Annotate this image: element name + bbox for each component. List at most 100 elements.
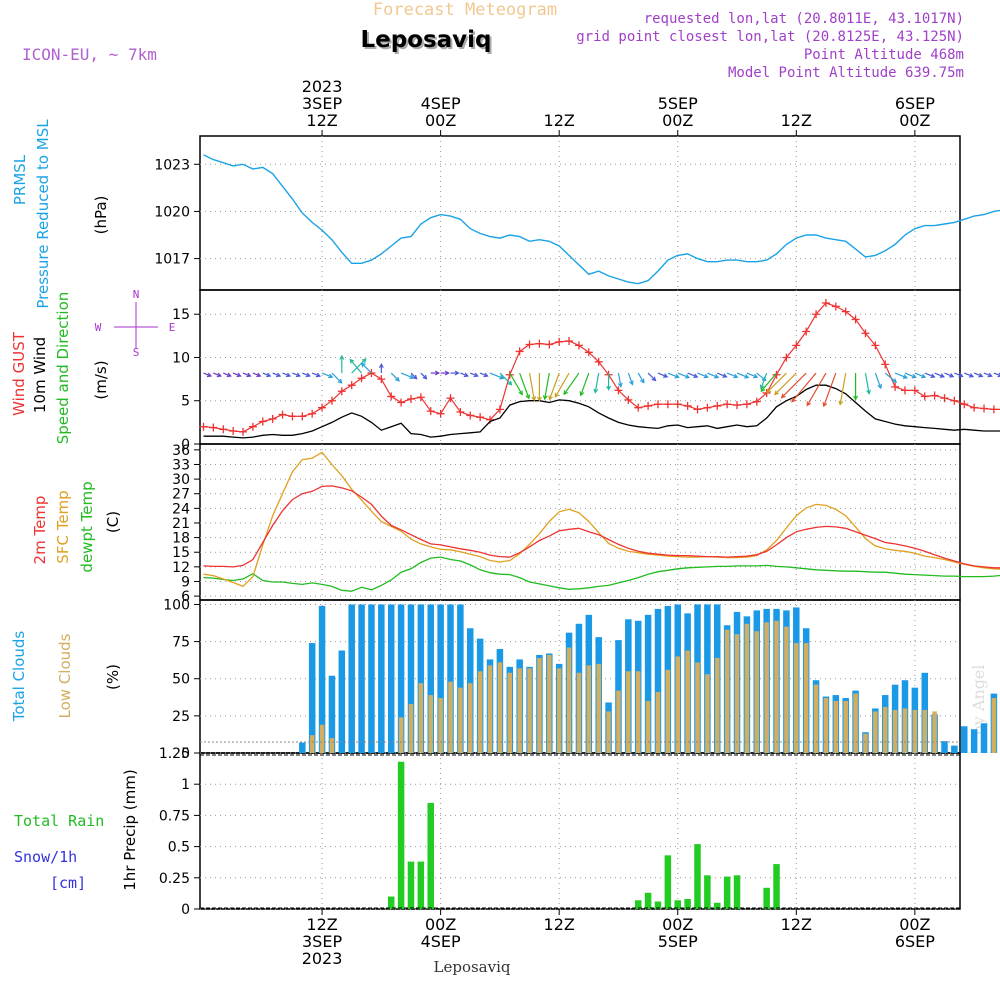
- wind-arrow-head: [337, 378, 343, 384]
- total-clouds-bar: [318, 605, 326, 753]
- location-title: Leposaviq: [360, 27, 491, 53]
- gust-marker: [614, 386, 623, 395]
- wind-arrow-head: [378, 363, 384, 369]
- y-tick-label: 0: [181, 746, 190, 762]
- wind-arrow-head: [651, 376, 657, 382]
- wind-arrow-head: [473, 372, 479, 378]
- rain-bar: [714, 902, 721, 909]
- total-clouds-bar: [299, 742, 306, 753]
- rain-bar: [634, 900, 642, 909]
- wind-direction-arrow: [687, 372, 698, 378]
- low-clouds-bar: [813, 684, 819, 753]
- wind-arrow-head: [978, 372, 984, 378]
- rain-bar: [763, 887, 770, 909]
- time-label-bottom: 12Z: [544, 915, 575, 934]
- gust-marker: [308, 409, 317, 418]
- gust-marker: [219, 425, 228, 434]
- low-clouds-bar: [626, 671, 631, 753]
- wind-arrow-head: [542, 395, 548, 401]
- pressure-unit: (hPa): [92, 196, 110, 235]
- clouds-axis-title: Total Clouds Low Clouds (%): [10, 631, 122, 723]
- wind-arrow-head: [714, 373, 720, 379]
- wind-direction-arrow: [390, 372, 400, 382]
- gust-marker: [416, 393, 425, 402]
- wind-arrow-head: [987, 372, 993, 378]
- wind-direction-arrow: [717, 372, 727, 378]
- gust-marker: [426, 407, 435, 416]
- wind-direction-arrow: [637, 372, 645, 383]
- compass-w: W: [95, 321, 102, 334]
- wind-direction-arrow: [420, 372, 427, 380]
- y-tick-label: 36: [172, 443, 190, 459]
- wind-direction-arrow: [667, 372, 679, 378]
- total-clouds-bar: [397, 604, 405, 753]
- wind-direction-arrow: [223, 372, 231, 377]
- wind-unit: (m/s): [92, 360, 110, 399]
- wind-arrow-head: [563, 390, 568, 396]
- wind-arrow-head: [780, 393, 786, 399]
- wind-direction-arrow: [697, 372, 708, 378]
- low-clouds-bar: [507, 672, 513, 753]
- wind-arrow-head: [276, 372, 282, 378]
- y-tick-label: 10: [172, 350, 190, 366]
- wind-arrow-head: [774, 390, 779, 396]
- gust-marker: [989, 405, 998, 414]
- low-clouds-bar: [833, 701, 839, 753]
- gust-marker: [545, 340, 554, 349]
- total-clouds-bar: [970, 729, 978, 753]
- rain-bar: [704, 875, 711, 909]
- y-tick-label: 1.25: [159, 746, 190, 762]
- temp-unit: (C): [104, 511, 122, 533]
- wind-arrow-head: [434, 370, 440, 376]
- wind-direction-arrow: [594, 372, 600, 393]
- total-clouds-bar: [447, 604, 454, 753]
- wind-direction-arrow: [954, 372, 963, 377]
- wind-arrow-head: [266, 372, 272, 378]
- wind-direction-arrow: [647, 372, 656, 381]
- wind-direction-arrow: [489, 372, 504, 379]
- wind-arrow-head: [838, 400, 844, 406]
- dewpt-label: dewpt Temp: [78, 481, 96, 572]
- y-tick-label: 24: [172, 501, 190, 517]
- gust-marker: [960, 400, 969, 409]
- total-clouds-bar: [387, 604, 395, 753]
- low-clouds-bar: [438, 698, 443, 753]
- gust-marker: [703, 403, 712, 412]
- wind-direction-arrow: [213, 372, 222, 377]
- wind-arrow-head: [930, 373, 936, 379]
- wind-arrow-head: [766, 388, 771, 394]
- gust-marker: [900, 386, 909, 395]
- gust-marker: [663, 400, 672, 409]
- gust-marker: [891, 382, 900, 391]
- gust-marker: [397, 398, 406, 407]
- low-clouds-bar: [458, 687, 463, 753]
- low-clouds-bar: [645, 701, 651, 753]
- wind-speed-line: [203, 384, 1000, 439]
- low-clouds-bar: [991, 698, 997, 753]
- gust-marker: [713, 401, 722, 410]
- y-tick-label: 50: [172, 672, 190, 688]
- gust-marker: [594, 357, 603, 366]
- y-tick-label: 0.5: [168, 840, 190, 856]
- rain-bar: [417, 861, 425, 909]
- low-clouds-bar: [754, 631, 760, 753]
- gust-marker: [436, 409, 445, 418]
- gust-marker: [505, 370, 514, 379]
- wind-arrow-head: [328, 373, 334, 379]
- time-label-bottom: 2023: [302, 949, 343, 968]
- wind-arrow-head: [693, 373, 699, 379]
- rain-bar: [407, 861, 415, 909]
- total-clouds-bar: [328, 675, 336, 753]
- gust-marker: [337, 387, 346, 396]
- wind-direction-arrow: [864, 372, 870, 394]
- rain-bar: [694, 844, 701, 909]
- low-clouds-bar: [695, 662, 700, 753]
- gust-marker: [723, 400, 732, 409]
- wind-direction-arrow: [874, 372, 882, 389]
- gust-marker: [861, 329, 870, 338]
- time-label-bottom: 12Z: [781, 915, 812, 934]
- wind-direction-arrow: [470, 372, 478, 377]
- gust-marker: [258, 417, 267, 426]
- y-tick-label: 12: [172, 560, 190, 576]
- low-clouds-bar: [566, 647, 572, 753]
